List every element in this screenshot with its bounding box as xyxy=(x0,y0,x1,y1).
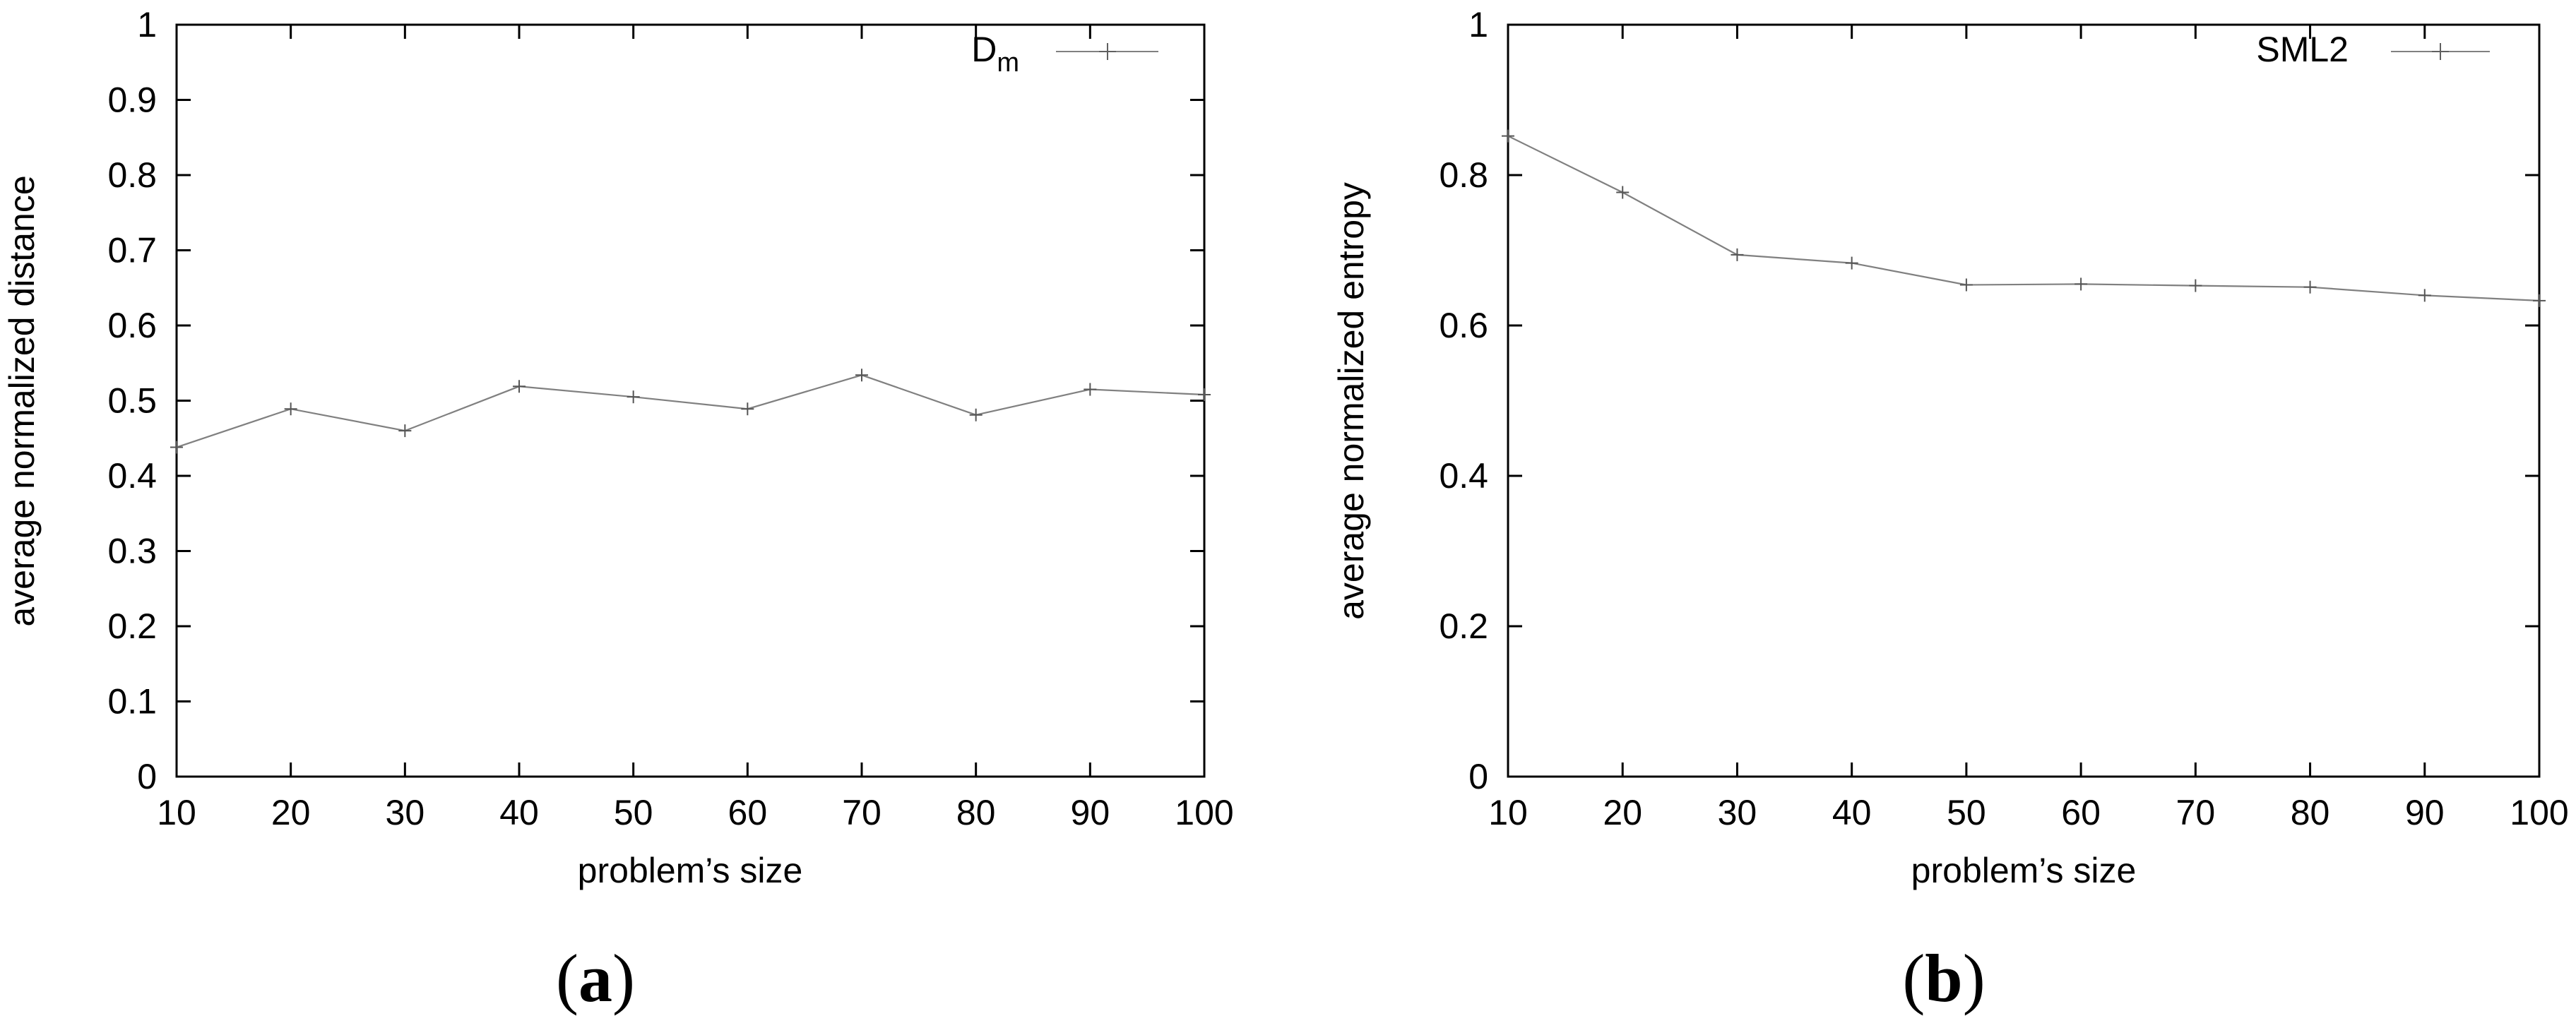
x-tick-label: 80 xyxy=(956,793,996,832)
x-tick-label: 50 xyxy=(1947,793,1986,832)
x-axis-title: problem’s size xyxy=(578,851,803,890)
data-point xyxy=(1084,383,1097,396)
data-point xyxy=(2075,277,2088,291)
chart-panel-b: 0 0.2 0.4 0.6 0.8 1 10 20 30 40 50 60 70 80 90 100 SML… xyxy=(1331,5,2569,1016)
series-line xyxy=(1507,135,2540,301)
legend-label-subscript: m xyxy=(997,48,1019,78)
data-point xyxy=(284,402,297,416)
y-tick-label: 0.9 xyxy=(107,80,157,120)
data-point xyxy=(855,369,868,382)
x-tick-label: 60 xyxy=(2061,793,2101,832)
data-point xyxy=(1198,388,1211,401)
data-point xyxy=(170,441,183,454)
y-tick-label: 0.2 xyxy=(1439,606,1488,646)
panel-label-a: (a) xyxy=(556,940,635,1016)
x-tick-label: 20 xyxy=(271,793,311,832)
x-tick-label: 60 xyxy=(728,793,768,832)
legend-label: Dm xyxy=(971,30,1019,78)
data-point xyxy=(513,380,526,393)
panel-label-b: (b) xyxy=(1902,940,1985,1016)
y-tick-label: 0 xyxy=(137,757,157,796)
chart-panel-a: 0 0.1 0.2 0.3 0.4 0.5 0.6 0.7 0.8 0.9 1 10 20 30 40 50… xyxy=(2,5,1234,1016)
plot-frame xyxy=(1507,23,2541,778)
legend-marker xyxy=(2432,43,2449,60)
x-tick-label: 100 xyxy=(1175,793,1233,832)
x-ticks: 10 20 30 40 50 60 70 80 90 100 xyxy=(1488,25,2569,832)
x-tick-label: 90 xyxy=(2405,793,2445,832)
data-point xyxy=(1616,186,1630,199)
data-point xyxy=(2303,280,2317,294)
x-tick-label: 30 xyxy=(1718,793,1757,832)
x-tick-label: 10 xyxy=(1488,793,1528,832)
y-tick-label: 0.8 xyxy=(1439,155,1488,195)
y-tick-label: 0.7 xyxy=(107,231,157,270)
legend: Dm xyxy=(971,30,1158,78)
y-axis-title: average normalized distance xyxy=(2,175,42,626)
y-tick-label: 0.8 xyxy=(107,155,157,195)
legend: SML2 xyxy=(2256,30,2490,69)
y-tick-label: 0.1 xyxy=(107,682,157,722)
y-axis-title: average normalized entropy xyxy=(1331,182,1371,620)
data-point xyxy=(398,424,412,438)
x-tick-label: 10 xyxy=(157,793,196,832)
x-tick-label: 70 xyxy=(842,793,882,832)
x-tick-label: 40 xyxy=(499,793,539,832)
y-tick-label: 0.4 xyxy=(107,456,157,496)
y-tick-label: 0.6 xyxy=(107,306,157,345)
series-sml2 xyxy=(1502,129,2546,307)
x-tick-label: 90 xyxy=(1071,793,1110,832)
x-tick-label: 80 xyxy=(2291,793,2330,832)
y-tick-label: 0.6 xyxy=(1439,306,1488,345)
x-axis-title: problem’s size xyxy=(1911,851,2137,890)
data-point xyxy=(969,408,983,421)
data-point xyxy=(1502,129,1514,143)
data-point xyxy=(1845,256,1858,270)
data-point xyxy=(627,390,640,404)
x-tick-label: 40 xyxy=(1832,793,1872,832)
plot-frame xyxy=(175,23,1206,778)
data-point xyxy=(741,402,754,416)
data-point xyxy=(2533,294,2546,307)
x-tick-label: 70 xyxy=(2176,793,2216,832)
y-tick-label: 1 xyxy=(137,5,157,44)
data-point xyxy=(2418,289,2431,302)
legend-label-main: D xyxy=(971,30,997,69)
series-line xyxy=(176,374,1205,448)
x-tick-label: 50 xyxy=(614,793,653,832)
data-point xyxy=(2189,279,2202,292)
y-ticks: 0 0.1 0.2 0.3 0.4 0.5 0.6 0.7 0.8 0.9 1 xyxy=(107,5,1204,796)
y-tick-label: 0.4 xyxy=(1439,456,1488,496)
x-ticks: 10 20 30 40 50 60 70 80 90 100 xyxy=(157,25,1234,832)
y-ticks: 0 0.2 0.4 0.6 0.8 1 xyxy=(1439,5,2539,796)
series-d-m xyxy=(170,369,1211,454)
x-tick-label: 100 xyxy=(2510,793,2568,832)
legend-marker xyxy=(1099,43,1116,60)
y-tick-label: 0 xyxy=(1468,757,1488,796)
data-point xyxy=(1731,248,1744,261)
y-tick-label: 0.2 xyxy=(107,606,157,646)
y-tick-label: 0.5 xyxy=(107,381,157,421)
y-tick-label: 0.3 xyxy=(107,532,157,571)
legend-label: SML2 xyxy=(2256,30,2349,69)
y-tick-label: 1 xyxy=(1468,5,1488,44)
x-tick-label: 20 xyxy=(1603,793,1642,832)
x-tick-label: 30 xyxy=(386,793,425,832)
data-point xyxy=(1959,278,1973,292)
